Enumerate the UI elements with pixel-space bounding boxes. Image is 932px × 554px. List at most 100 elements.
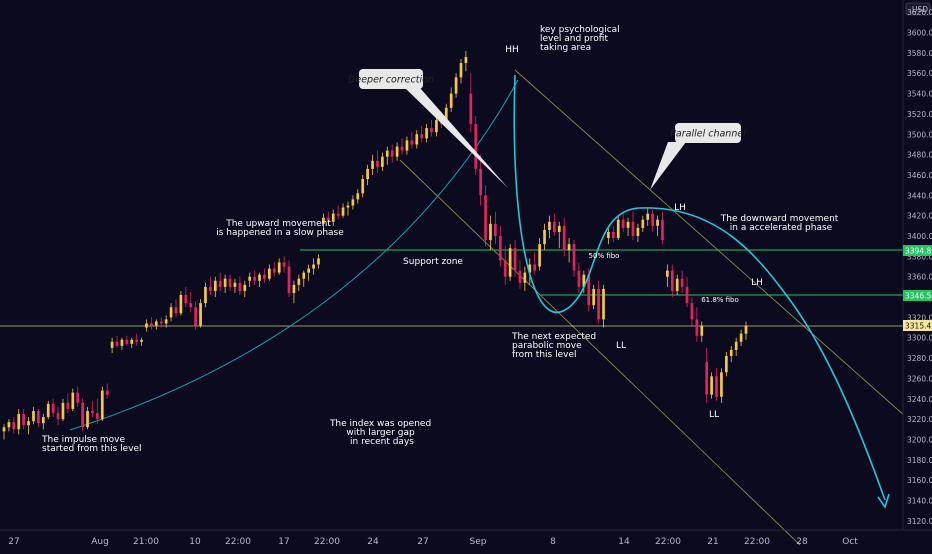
impulse-note: The impulse move started from this level (41, 435, 142, 454)
parallel-channel-callout[interactable]: Parallel channel (650, 123, 746, 190)
candle-body (135, 339, 139, 342)
candle-body (651, 213, 654, 226)
candle (400, 138, 404, 155)
candle (553, 213, 556, 237)
candle (572, 240, 576, 277)
candle-body (444, 107, 448, 125)
candle-body (503, 260, 507, 277)
candle-body (100, 390, 104, 420)
channel-upper-line[interactable] (514, 69, 932, 441)
candle (145, 319, 148, 332)
candle-body (120, 339, 124, 346)
candle (12, 417, 16, 434)
candle (66, 393, 70, 414)
candle-body (307, 268, 311, 273)
candle (395, 142, 399, 161)
currency-badge[interactable]: USD (905, 2, 931, 16)
deeper-correction-callout[interactable]: Deeper correction (348, 69, 508, 188)
candle-body (670, 270, 674, 291)
channel-lower-line[interactable] (399, 159, 801, 546)
candle-body (395, 146, 399, 157)
candle (469, 73, 473, 133)
candle (523, 266, 527, 291)
candle-body (420, 134, 424, 139)
candle (27, 417, 30, 435)
candle-body (553, 221, 556, 232)
candle-body (125, 339, 129, 344)
candle (86, 406, 89, 430)
candle-body (37, 410, 40, 424)
y-tick-label: 3120.0 (907, 517, 932, 526)
candle-body (572, 244, 576, 271)
candle (651, 209, 654, 232)
x-tick-label: 24 (367, 537, 379, 547)
price-axis-panel[interactable] (903, 0, 932, 550)
candle-body (734, 341, 738, 350)
y-tick-label: 3520.0 (907, 110, 932, 119)
x-tick-label: 17 (278, 537, 289, 547)
x-axis-ticks[interactable]: 27 Aug 21:00 10 22:00 17 22:00 24 27 Sep 8 14 22:00 2… (8, 537, 858, 547)
candle-body (557, 225, 561, 232)
x-tick-label: 21:00 (133, 537, 159, 547)
candle-body (523, 272, 527, 283)
candle (204, 282, 207, 308)
candle (646, 207, 650, 226)
candle (621, 213, 625, 232)
candle (46, 400, 50, 420)
candle (503, 246, 507, 285)
candle (557, 221, 561, 249)
candle-body (277, 262, 281, 273)
candle-body (430, 128, 433, 133)
candle-body (405, 140, 409, 151)
x-tick-label: Sep (470, 537, 487, 547)
candle (96, 398, 99, 425)
upward-note: The upward movement is happened in a slo… (216, 219, 344, 238)
channel-lines[interactable] (399, 69, 932, 546)
candle-body (592, 288, 596, 306)
candle (690, 297, 694, 326)
candle-body (233, 282, 237, 287)
candle-body (479, 168, 483, 196)
price-tag-lower-text: 3346.5 (905, 292, 931, 301)
wave-curve[interactable] (513, 74, 886, 501)
candle (292, 280, 296, 304)
candle-body (7, 422, 11, 428)
y-axis-ticks: 3120.0 3140.0 3160.0 3180.0 3200.0 3220.0 3240… (907, 8, 932, 526)
candle (602, 284, 605, 328)
price-tag-lower-box (903, 290, 932, 301)
candle-body (76, 392, 80, 403)
x-tick-label: 21 (707, 537, 718, 547)
candle-body (410, 140, 414, 145)
candle-body (567, 244, 571, 251)
candle-body (548, 221, 551, 230)
candle-body (469, 93, 473, 125)
currency-label: USD (912, 5, 928, 14)
price-tag-current: 3315.4 (903, 320, 932, 331)
candle-body (371, 160, 374, 169)
candle-body (381, 156, 384, 167)
candle-body (199, 303, 202, 326)
candle-body (361, 179, 365, 194)
candle (371, 154, 374, 175)
candle-body (690, 303, 694, 320)
candle (248, 272, 252, 287)
candle (494, 211, 497, 245)
candle (538, 238, 541, 271)
candle-body (543, 229, 546, 245)
candle-body (253, 276, 256, 281)
candle (710, 372, 713, 399)
candle-body (179, 295, 183, 314)
candle-body (710, 376, 713, 395)
candle (474, 115, 478, 175)
candle (41, 414, 45, 430)
candle (680, 270, 684, 293)
candle-body (91, 410, 94, 414)
candle (361, 174, 365, 198)
candle-body (425, 128, 428, 139)
candle (312, 258, 315, 275)
candle (238, 276, 242, 296)
candle-body (611, 231, 615, 239)
